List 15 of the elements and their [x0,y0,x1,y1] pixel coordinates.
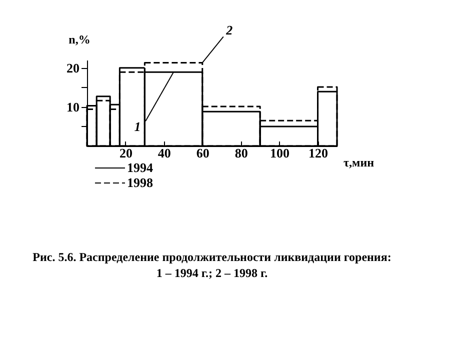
x-tick-label: 100 [270,146,290,160]
annotation: 1 [134,119,141,134]
x-tick-label: 20 [119,146,132,160]
text: 1 – 1994 г.; 2 – 1998 г. [156,266,268,280]
y-tick-label: 10 [66,99,80,114]
legend-label: 1998 [127,175,154,190]
y-axis-title: n,% [68,32,90,46]
x-tick-label: 60 [196,146,210,160]
x-tick-label: 40 [158,146,171,160]
x-axis-title: τ,мин [344,156,374,170]
x-tick-label: 80 [234,146,248,160]
x-tick-label: 120 [308,146,328,160]
text: Рис. 5.6. Распределение продолжительности ликвидации горения: [32,250,392,264]
legend-label: 1994 [127,160,154,175]
annotation: 2 [225,22,234,38]
